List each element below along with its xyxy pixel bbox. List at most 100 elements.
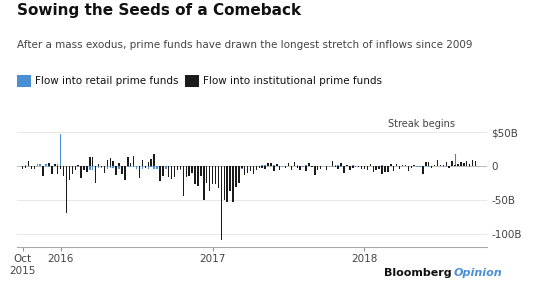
Bar xyxy=(311,166,312,168)
Bar xyxy=(343,166,345,173)
Bar xyxy=(349,166,351,170)
Bar xyxy=(334,166,336,167)
Bar xyxy=(235,166,237,187)
Bar xyxy=(133,166,134,167)
Bar xyxy=(288,165,290,166)
Bar xyxy=(110,166,111,168)
Bar xyxy=(367,166,368,170)
Bar xyxy=(393,166,394,171)
Bar xyxy=(54,164,55,166)
Bar xyxy=(43,166,44,176)
Bar xyxy=(291,166,292,170)
Bar xyxy=(57,166,58,174)
Bar xyxy=(183,166,184,169)
Bar xyxy=(162,166,164,169)
Bar xyxy=(314,166,315,176)
Bar xyxy=(332,166,333,167)
Bar xyxy=(338,166,339,170)
Bar xyxy=(393,166,394,167)
Bar xyxy=(142,160,143,166)
Bar xyxy=(115,166,117,169)
Bar xyxy=(449,166,450,168)
Bar xyxy=(89,166,91,170)
Bar xyxy=(200,166,202,176)
Bar xyxy=(230,166,231,191)
Bar xyxy=(101,166,102,167)
Bar xyxy=(475,161,476,166)
Bar xyxy=(340,166,342,167)
Bar xyxy=(293,162,295,166)
Bar xyxy=(203,166,204,200)
Bar xyxy=(118,163,120,166)
Bar xyxy=(334,165,336,166)
Bar xyxy=(174,166,175,168)
Bar xyxy=(115,166,117,175)
Bar xyxy=(165,166,166,168)
Bar xyxy=(297,166,298,168)
Bar xyxy=(262,166,263,168)
Bar xyxy=(300,166,301,170)
Bar xyxy=(174,166,175,177)
Bar xyxy=(346,165,348,166)
Bar xyxy=(285,166,286,167)
Bar xyxy=(472,160,473,166)
Bar xyxy=(390,164,391,166)
Bar xyxy=(159,166,161,168)
Bar xyxy=(460,162,461,166)
Bar xyxy=(340,163,342,166)
Bar xyxy=(28,166,29,167)
Bar xyxy=(422,166,424,174)
Bar xyxy=(147,162,149,166)
Bar xyxy=(89,156,91,166)
Bar xyxy=(218,166,219,168)
Bar xyxy=(469,164,470,166)
Bar xyxy=(124,166,125,168)
Bar xyxy=(273,166,274,171)
Bar xyxy=(130,166,132,168)
Bar xyxy=(98,166,99,168)
Bar xyxy=(25,166,26,168)
Bar xyxy=(139,166,140,178)
Bar xyxy=(375,166,377,170)
Bar xyxy=(305,165,307,166)
Bar xyxy=(352,165,353,166)
Bar xyxy=(472,165,473,166)
Bar xyxy=(83,166,85,170)
Bar xyxy=(270,163,272,166)
Bar xyxy=(86,166,88,172)
Bar xyxy=(95,166,96,169)
Bar xyxy=(36,164,38,166)
Bar xyxy=(104,166,105,173)
Bar xyxy=(332,161,333,166)
Bar xyxy=(185,166,187,169)
Bar xyxy=(218,166,219,188)
Bar xyxy=(48,163,50,166)
Bar xyxy=(232,166,234,202)
Bar xyxy=(454,165,456,166)
Bar xyxy=(311,166,312,167)
Bar xyxy=(293,165,295,166)
Bar xyxy=(442,166,444,167)
Bar xyxy=(31,166,32,169)
Text: Bloomberg: Bloomberg xyxy=(384,268,451,278)
Bar xyxy=(428,162,430,166)
Bar xyxy=(136,166,137,169)
Bar xyxy=(168,166,170,178)
Bar xyxy=(305,166,307,170)
Bar xyxy=(399,166,400,167)
Bar xyxy=(51,166,53,174)
Bar xyxy=(22,166,24,167)
Bar xyxy=(57,164,58,166)
Bar xyxy=(177,166,178,170)
Bar xyxy=(370,165,371,166)
Bar xyxy=(390,165,391,166)
Bar xyxy=(197,166,199,170)
Bar xyxy=(460,165,461,166)
Bar xyxy=(28,161,29,166)
Bar xyxy=(43,166,44,168)
Bar xyxy=(124,166,125,179)
Bar xyxy=(147,166,149,170)
Text: Flow into institutional prime funds: Flow into institutional prime funds xyxy=(203,76,382,86)
Bar xyxy=(209,166,211,191)
Bar xyxy=(302,166,304,167)
